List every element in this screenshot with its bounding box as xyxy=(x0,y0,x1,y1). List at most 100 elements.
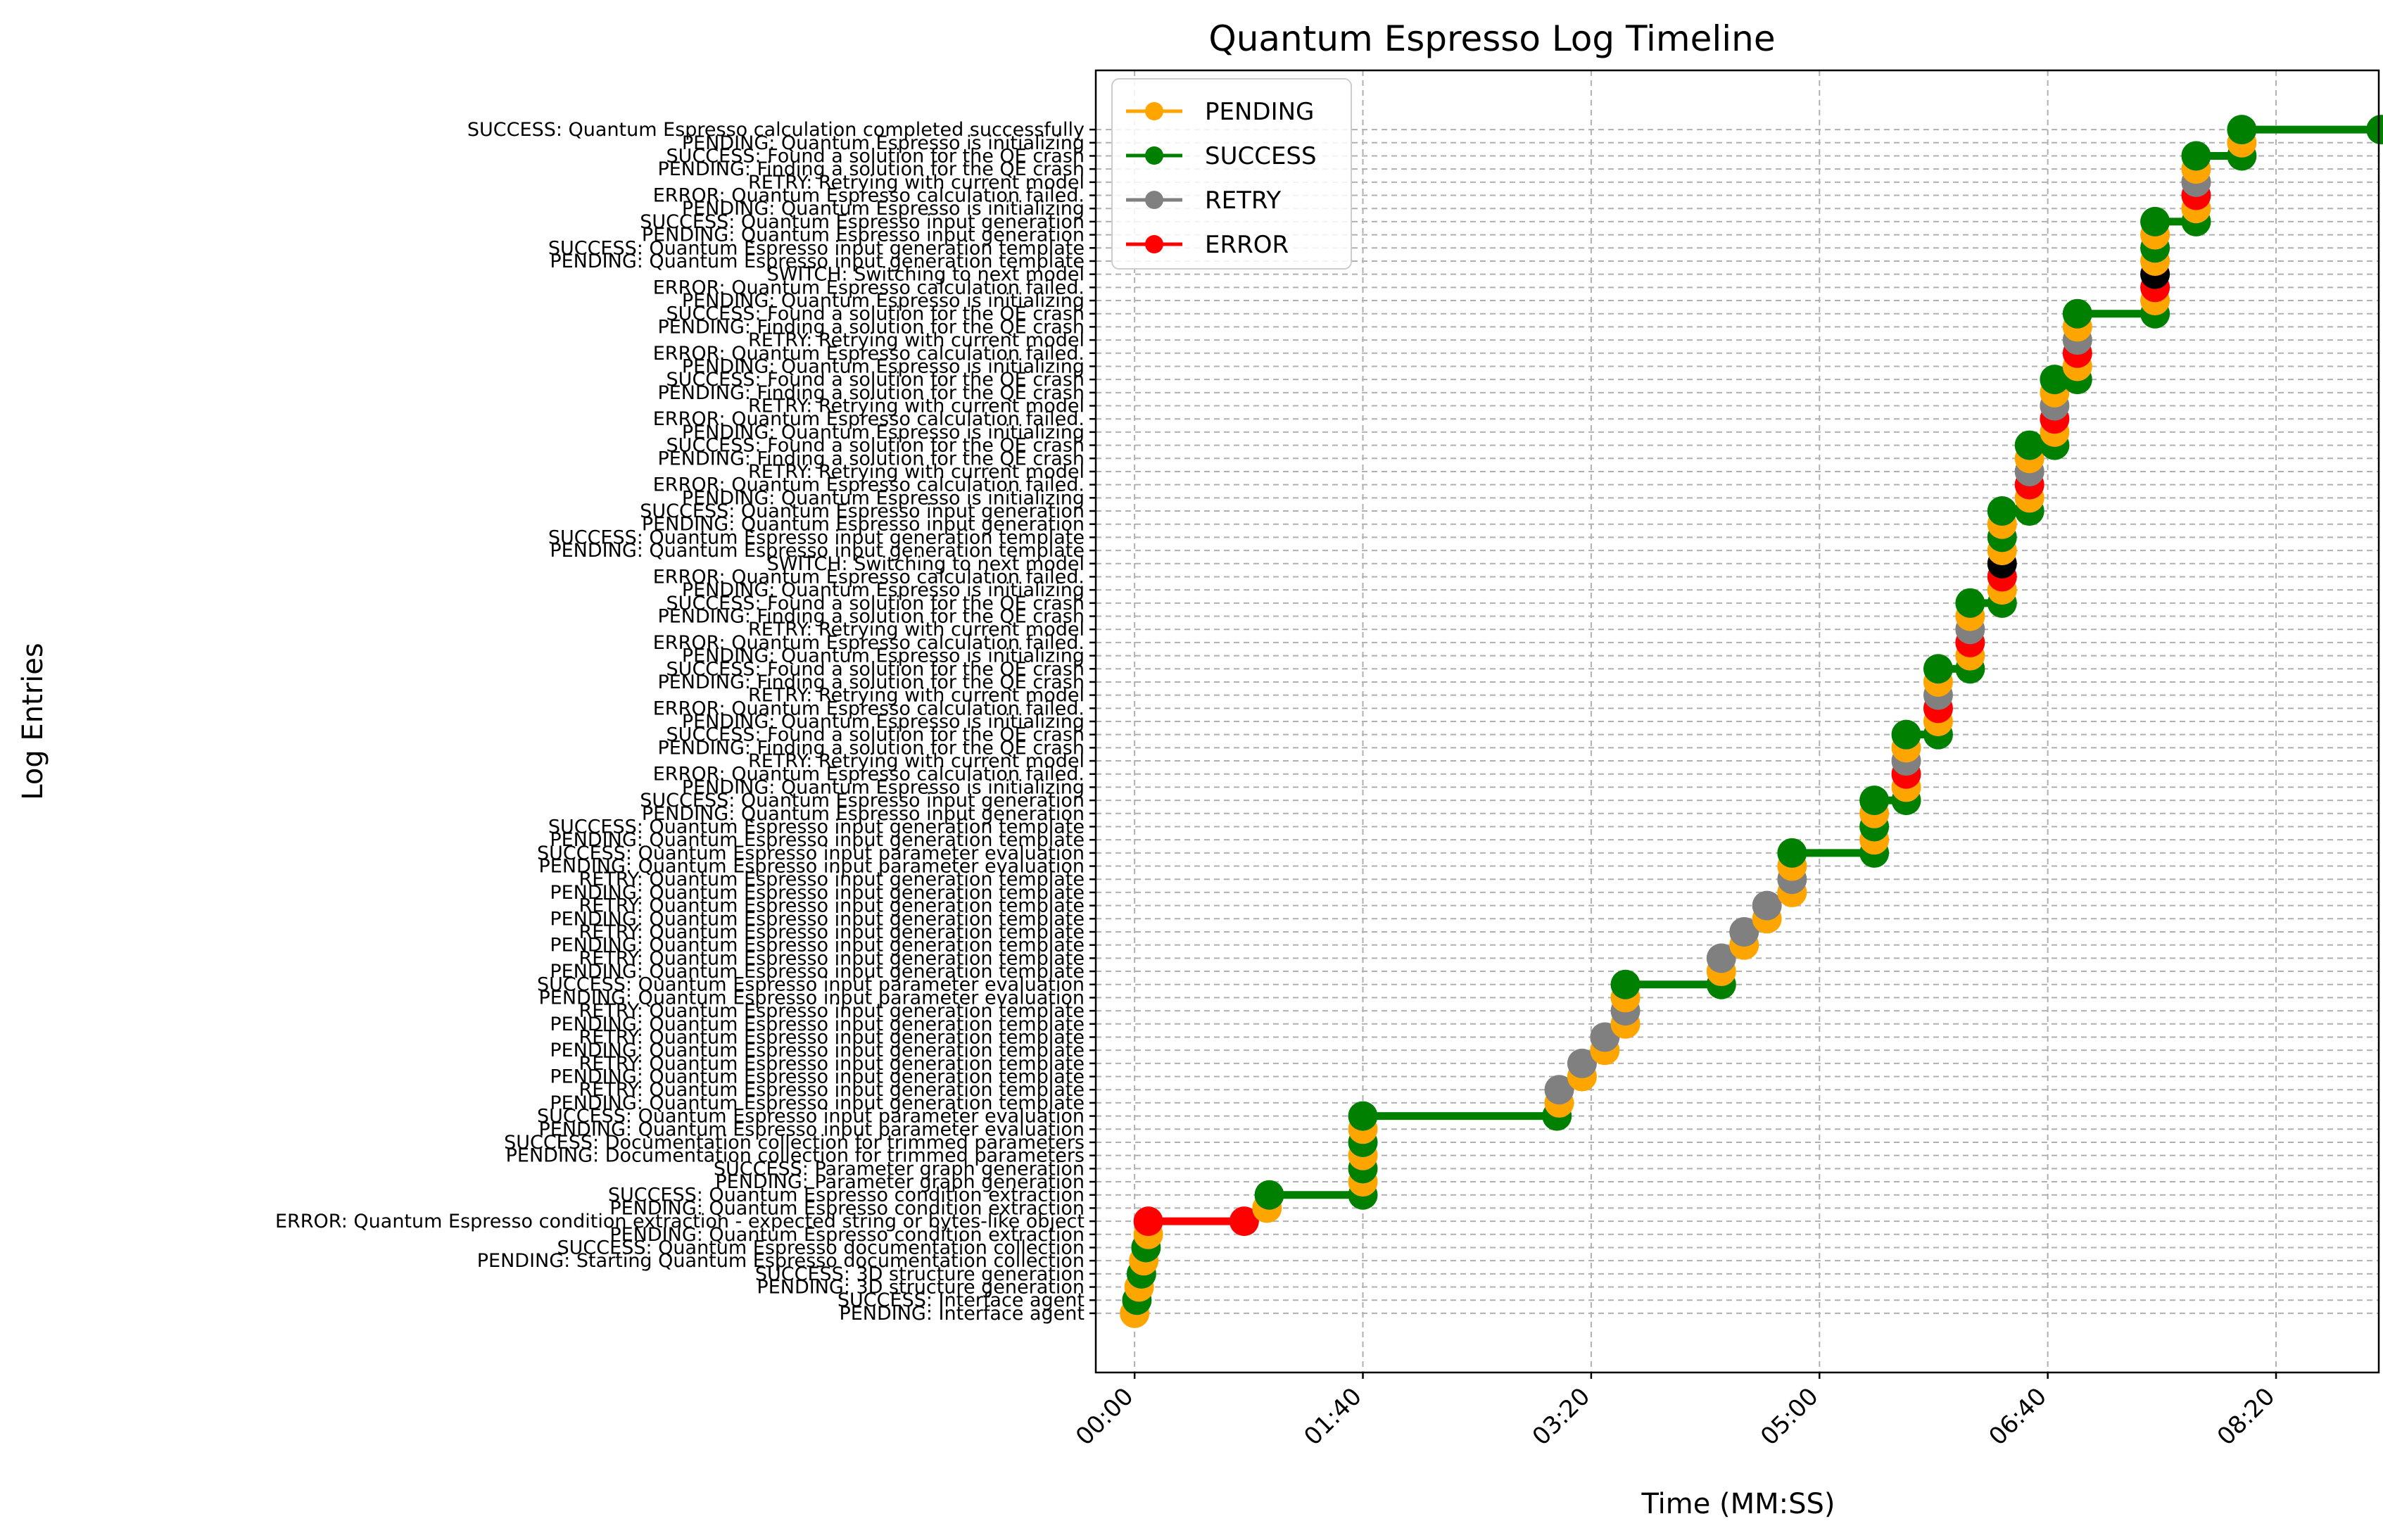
legend-label: PENDING xyxy=(1205,98,1314,126)
y-tick-label: PENDING: Quantum Espresso input generati… xyxy=(550,1014,1085,1035)
y-tick-label: PENDING: Quantum Espresso is initializin… xyxy=(682,355,1085,377)
legend-label: SUCCESS xyxy=(1205,142,1317,170)
y-tick-label: SUCCESS: 3D structure generation xyxy=(755,1263,1085,1285)
y-tick-label: RETRY: Retrying with current model xyxy=(748,685,1085,707)
y-tick-label: SUCCESS: Found a solution for the QE cra… xyxy=(666,435,1085,457)
log-point-success xyxy=(2227,115,2257,145)
y-tick-label: PENDING: Quantum Espresso input generati… xyxy=(550,961,1085,983)
y-tick-label: PENDING: Quantum Espresso input generati… xyxy=(550,1066,1085,1088)
y-tick-label: PENDING: Quantum Espresso input generati… xyxy=(550,1040,1085,1061)
y-tick-label: PENDING: Starting Quantum Espresso docum… xyxy=(477,1250,1085,1272)
y-tick-label: PENDING: Documentation collection for tr… xyxy=(506,1145,1085,1167)
log-point-success xyxy=(1348,1101,1378,1131)
y-tick-label: PENDING: Quantum Espresso input generati… xyxy=(550,935,1085,957)
y-tick-label: PENDING: Quantum Espresso is initializin… xyxy=(682,579,1085,601)
y-tick-label: RETRY: Retrying with current model xyxy=(748,329,1085,351)
log-point-retry xyxy=(1752,890,1782,921)
y-tick-label: SUCCESS: Found a solution for the QE cra… xyxy=(666,303,1085,325)
log-point-success xyxy=(1955,588,1985,618)
y-tick-label: PENDING: Quantum Espresso is initializin… xyxy=(682,776,1085,798)
log-point-success xyxy=(1610,969,1641,999)
legend-marker xyxy=(1145,146,1163,165)
log-point-retry xyxy=(1567,1048,1597,1078)
y-tick-label: PENDING: 3D structure generation xyxy=(757,1277,1085,1299)
y-tick-label: PENDING: Quantum Espresso input generati… xyxy=(550,882,1085,904)
y-tick-label: ERROR: Quantum Espresso calculation fail… xyxy=(653,343,1085,365)
y-tick-label: SUCCESS: Quantum Espresso input generati… xyxy=(640,790,1085,812)
y-tick-label: PENDING: Interface agent xyxy=(839,1303,1085,1325)
log-point-success xyxy=(1891,719,1921,750)
y-tick-label: RETRY: Quantum Espresso input generation… xyxy=(579,1053,1085,1075)
legend-label: ERROR xyxy=(1205,231,1289,259)
y-tick-label: SUCCESS: Found a solution for the QE cra… xyxy=(666,145,1085,167)
y-tick-label: PENDING: Finding a solution for the QE c… xyxy=(657,606,1085,628)
log-point-success xyxy=(2040,365,2070,395)
y-tick-label: PENDING: Finding a solution for the QE c… xyxy=(657,671,1085,693)
legend-label: RETRY xyxy=(1205,187,1281,215)
y-tick-label: RETRY: Retrying with current model xyxy=(748,619,1085,640)
y-tick-label: SUCCESS: Found a solution for the QE cra… xyxy=(666,593,1085,614)
y-tick-label: ERROR: Quantum Espresso calculation fail… xyxy=(653,632,1085,654)
log-point-retry xyxy=(1729,916,1759,947)
log-point-success xyxy=(2181,141,2211,171)
y-tick-label: SUCCESS: Quantum Espresso input paramete… xyxy=(537,1106,1085,1128)
y-tick-label: ERROR: Quantum Espresso calculation fail… xyxy=(653,277,1085,298)
y-tick-label: RETRY: Retrying with current model xyxy=(748,461,1085,483)
log-point-retry xyxy=(1544,1075,1574,1105)
y-tick-label: RETRY: Retrying with current model xyxy=(748,750,1085,772)
log-point-success xyxy=(1254,1180,1284,1210)
chart-title: Quantum Espresso Log Timeline xyxy=(1208,18,1775,59)
y-tick-label: SUCCESS: Found a solution for the QE cra… xyxy=(666,369,1085,391)
y-tick-label: PENDING: Quantum Espresso input generati… xyxy=(550,908,1085,930)
y-tick-label: PENDING: Quantum Espresso is initializin… xyxy=(682,711,1085,733)
y-tick-label: PENDING: Quantum Espresso is initializin… xyxy=(682,198,1085,220)
log-point-success xyxy=(1923,654,1953,684)
y-tick-label: RETRY: Quantum Espresso input generation… xyxy=(579,947,1085,969)
y-tick-label: PENDING: Quantum Espresso is initializin… xyxy=(682,645,1085,667)
y-tick-label: ERROR: Quantum Espresso calculation fail… xyxy=(653,698,1085,719)
y-tick-label: ERROR: Quantum Espresso condition extrac… xyxy=(275,1211,1085,1232)
y-tick-label: RETRY: Retrying with current model xyxy=(748,396,1085,417)
y-tick-label: PENDING: Quantum Espresso is initializin… xyxy=(682,132,1085,154)
y-tick-label: SUCCESS: Quantum Espresso condition extr… xyxy=(608,1185,1085,1206)
y-tick-label: SUCCESS: Quantum Espresso input paramete… xyxy=(537,842,1085,864)
y-tick-label: PENDING: Quantum Espresso input generati… xyxy=(550,540,1085,562)
legend: PENDING SUCCESS RETRY ERROR xyxy=(1111,78,1352,270)
y-tick-label: PENDING: Finding a solution for the QE c… xyxy=(657,382,1085,404)
y-tick-label: PENDING: Quantum Espresso is initializin… xyxy=(682,422,1085,443)
y-tick-label: PENDING: Quantum Espresso input generati… xyxy=(642,514,1085,536)
y-tick-label: SUCCESS: Quantum Espresso calculation co… xyxy=(467,119,1085,141)
y-tick-label: RETRY: Quantum Espresso input generation… xyxy=(579,1079,1085,1101)
y-axis-label: Log Entries xyxy=(17,643,49,800)
y-tick-label: RETRY: Quantum Espresso input generation… xyxy=(579,869,1085,890)
y-tick-label: RETRY: Quantum Espresso input generation… xyxy=(579,1026,1085,1048)
y-tick-label: PENDING: Quantum Espresso input paramete… xyxy=(539,856,1085,878)
y-tick-label: SUCCESS: Quantum Espresso input generati… xyxy=(548,526,1085,548)
y-tick-label: PENDING: Finding a solution for the QE c… xyxy=(657,448,1085,469)
y-tick-label: SUCCESS: Quantum Espresso input generati… xyxy=(640,211,1085,233)
y-tick-label: SWITCH: Switching to next model xyxy=(767,264,1085,286)
y-tick-label: PENDING: Quantum Espresso is initializin… xyxy=(682,487,1085,509)
y-tick-label: PENDING: Quantum Espresso input generati… xyxy=(550,1092,1085,1114)
y-tick-label: PENDING: Quantum Espresso input paramete… xyxy=(539,1118,1085,1140)
legend-frame xyxy=(1111,78,1352,270)
y-tick-label: PENDING: Finding a solution for the QE c… xyxy=(657,158,1085,180)
log-point-success xyxy=(1859,785,1890,816)
log-point-retry xyxy=(1706,943,1736,973)
y-tick-label: PENDING: Quantum Espresso condition extr… xyxy=(609,1197,1085,1219)
y-tick-label: PENDING: Quantum Espresso condition extr… xyxy=(609,1224,1085,1246)
y-tick-label: ERROR: Quantum Espresso calculation fail… xyxy=(653,185,1085,207)
y-tick-label: SUCCESS: Found a solution for the QE cra… xyxy=(666,724,1085,746)
y-tick-label: PENDING: Quantum Espresso input paramete… xyxy=(539,987,1085,1009)
legend-marker xyxy=(1145,102,1163,120)
y-tick-label: ERROR: Quantum Espresso calculation fail… xyxy=(653,474,1085,496)
log-point-success xyxy=(2062,298,2092,329)
y-tick-label: SUCCESS: Found a solution for the QE cra… xyxy=(666,658,1085,680)
y-tick-label: PENDING: Quantum Espresso input generati… xyxy=(550,829,1085,851)
log-point-success xyxy=(1987,496,2017,526)
y-tick-label: RETRY: Quantum Espresso input generation… xyxy=(579,1000,1085,1022)
y-tick-label: PENDING: Finding a solution for the QE c… xyxy=(657,316,1085,338)
log-point-error xyxy=(1229,1206,1259,1237)
